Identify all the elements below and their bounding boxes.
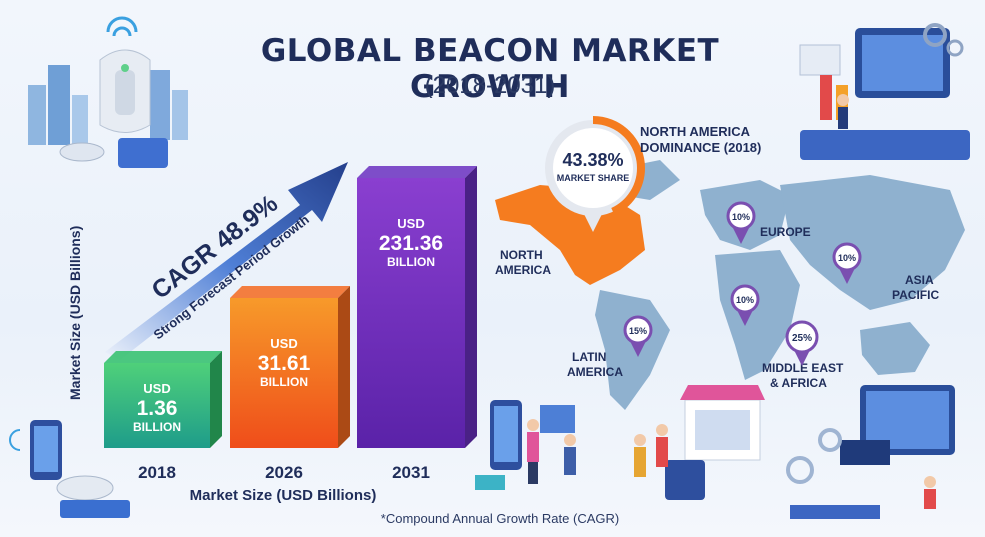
bar-label-scale-2018: BILLION [133,420,181,434]
bar-front-2031 [357,178,465,448]
north-america-share-bubble: 43.38% MARKET SHARE [541,116,645,232]
label-asia-pacific-line2: PACIFIC [892,288,939,302]
pin-europe: 10% [726,201,756,244]
bar-label-value-2026: 31.61 [258,352,311,375]
highlight-heading-line2: DOMINANCE (2018) [640,140,761,155]
page-title: GLOBAL BEACON MARKET GROWTH [260,33,720,105]
bar-side-2026 [338,286,350,448]
bars: USD1.36BILLION2018USD31.61BILLION2026USD… [104,166,477,482]
x-tick-2031: 2031 [392,463,430,482]
pin-middle-east-africa: 25% [785,320,819,366]
label-latin-america-line1: LATIN [572,350,606,364]
page-subtitle: (2018-2031) [424,72,556,99]
bar-top-2026 [230,286,350,298]
bar-label-value-2031: 231.36 [379,232,443,255]
phone-beacon-illustration [9,420,130,518]
label-europe: EUROPE [760,225,811,239]
highlight-percent: 43.38% [562,150,623,170]
bar-label-scale-2031: BILLION [387,255,435,269]
workspace-illustration [786,385,955,519]
bar-front-2026 [230,298,338,448]
pin-europe-share: 10% [732,212,750,222]
pin-asia-pacific-share: 10% [838,253,856,263]
footnote: *Compound Annual Growth Rate (CAGR) [380,511,620,526]
bar-label-unit-2018: USD [143,381,170,396]
label-mea-line1: MIDDLE EAST [762,361,844,375]
map-land [495,160,965,410]
bar-label-unit-2026: USD [270,336,297,351]
land-south-america [595,290,670,410]
bar-side-2018 [210,351,222,448]
pin-latin-america: 15% [623,315,653,357]
highlight-caption: MARKET SHARE [557,173,630,183]
analytics-dashboard-illustration [799,23,970,160]
bar-top-2018 [104,351,222,363]
land-africa [715,250,800,380]
bar-label-scale-2026: BILLION [260,375,308,389]
bar-side-2031 [465,166,477,448]
label-north-america-line2: AMERICA [495,263,551,277]
pin-africa: 10% [730,284,760,326]
land-asia [780,175,965,310]
x-axis-label: Market Size (USD Billions) [190,487,377,504]
x-tick-2018: 2018 [138,463,176,482]
bar-label-value-2018: 1.36 [137,397,178,420]
land-australia [860,322,930,375]
pin-asia-pacific: 10% [832,242,862,284]
bar-label-unit-2031: USD [397,216,424,231]
retail-shopping-illustration [475,385,765,500]
pin-mea-share: 25% [792,333,812,344]
label-latin-america-line2: AMERICA [567,365,623,379]
x-tick-2026: 2026 [265,463,303,482]
label-asia-pacific-line1: ASIA [905,273,934,287]
pin-latin-america-share: 15% [629,326,647,336]
bar-front-2018 [104,363,210,448]
highlight-heading-line1: NORTH AMERICA [640,124,751,139]
label-north-america-line1: NORTH [500,248,543,262]
y-axis-label: Market Size (USD Billions) [67,226,83,400]
smart-city-illustration [28,16,188,168]
pin-africa-share: 10% [736,295,754,305]
bar-top-2031 [357,166,477,178]
label-mea-line2: & AFRICA [770,376,827,390]
cagr-arrow [105,162,348,360]
